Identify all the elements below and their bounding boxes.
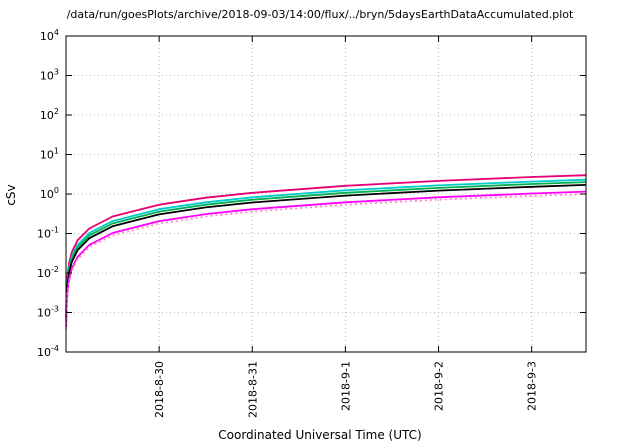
series-accumulated-dose-6 <box>65 193 587 330</box>
y-tick-label: 10-4 <box>37 344 59 359</box>
series-accumulated-dose-5 <box>65 190 587 328</box>
y-tick-label: 102 <box>40 107 59 122</box>
y-tick-label: 104 <box>40 28 59 43</box>
series-accumulated-dose-2 <box>65 178 587 316</box>
series-accumulated-dose-4 <box>65 184 587 321</box>
x-axis-label: Coordinated Universal Time (UTC) <box>218 428 422 442</box>
x-tick-label: 2018-8-31 <box>246 361 259 418</box>
x-tick-label: 2018-9-2 <box>433 361 446 411</box>
x-tick-label: 2018-8-30 <box>153 361 166 418</box>
y-tick-label: 101 <box>40 147 59 162</box>
y-tick-label: 103 <box>40 68 59 83</box>
series-accumulated-dose-1 <box>65 174 587 311</box>
series-accumulated-dose-3 <box>65 181 587 318</box>
y-tick-label: 10-2 <box>37 265 59 280</box>
chart-title: /data/run/goesPlots/archive/2018-09-03/1… <box>66 8 574 21</box>
y-tick-label: 10-1 <box>37 226 59 241</box>
y-tick-label: 100 <box>40 186 59 201</box>
x-tick-label: 2018-9-3 <box>526 361 539 411</box>
x-tick-label: 2018-9-1 <box>339 361 352 411</box>
y-tick-label: 10-3 <box>37 305 59 320</box>
